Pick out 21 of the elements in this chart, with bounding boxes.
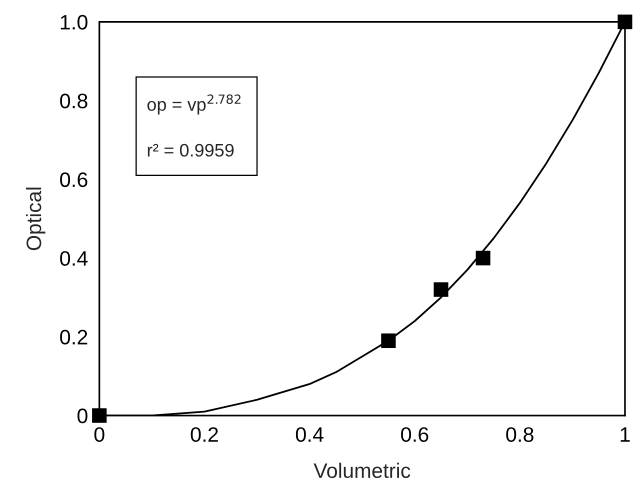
point — [434, 282, 448, 297]
y-tick-label: 0.8 — [60, 94, 88, 108]
x-tick-label: 0.8 — [506, 427, 534, 442]
x-tick-label: 0 — [94, 427, 104, 442]
y-tick-label: 0.4 — [60, 251, 88, 266]
point — [476, 250, 490, 266]
y-axis-title: Optical — [26, 188, 46, 250]
point — [381, 333, 396, 348]
y-tick-label: 0 — [77, 408, 88, 424]
y-tick-label: 0.2 — [60, 330, 88, 345]
x-tick-label: 0.4 — [296, 427, 324, 442]
point — [92, 408, 107, 423]
x-tick-label: 0.2 — [190, 427, 218, 442]
point — [618, 14, 632, 30]
y-tick-label: 1.0 — [60, 14, 88, 30]
annotation: r² = 0.9959 — [148, 144, 234, 157]
y-tick-label: 0.6 — [60, 172, 88, 188]
annotation: op = vp$^{2.782}$ — [147, 94, 240, 114]
x-tick-label: 1 — [620, 427, 630, 442]
x-tick-label: 0.6 — [401, 427, 428, 442]
x-axis-title: Volumetric — [314, 462, 410, 478]
